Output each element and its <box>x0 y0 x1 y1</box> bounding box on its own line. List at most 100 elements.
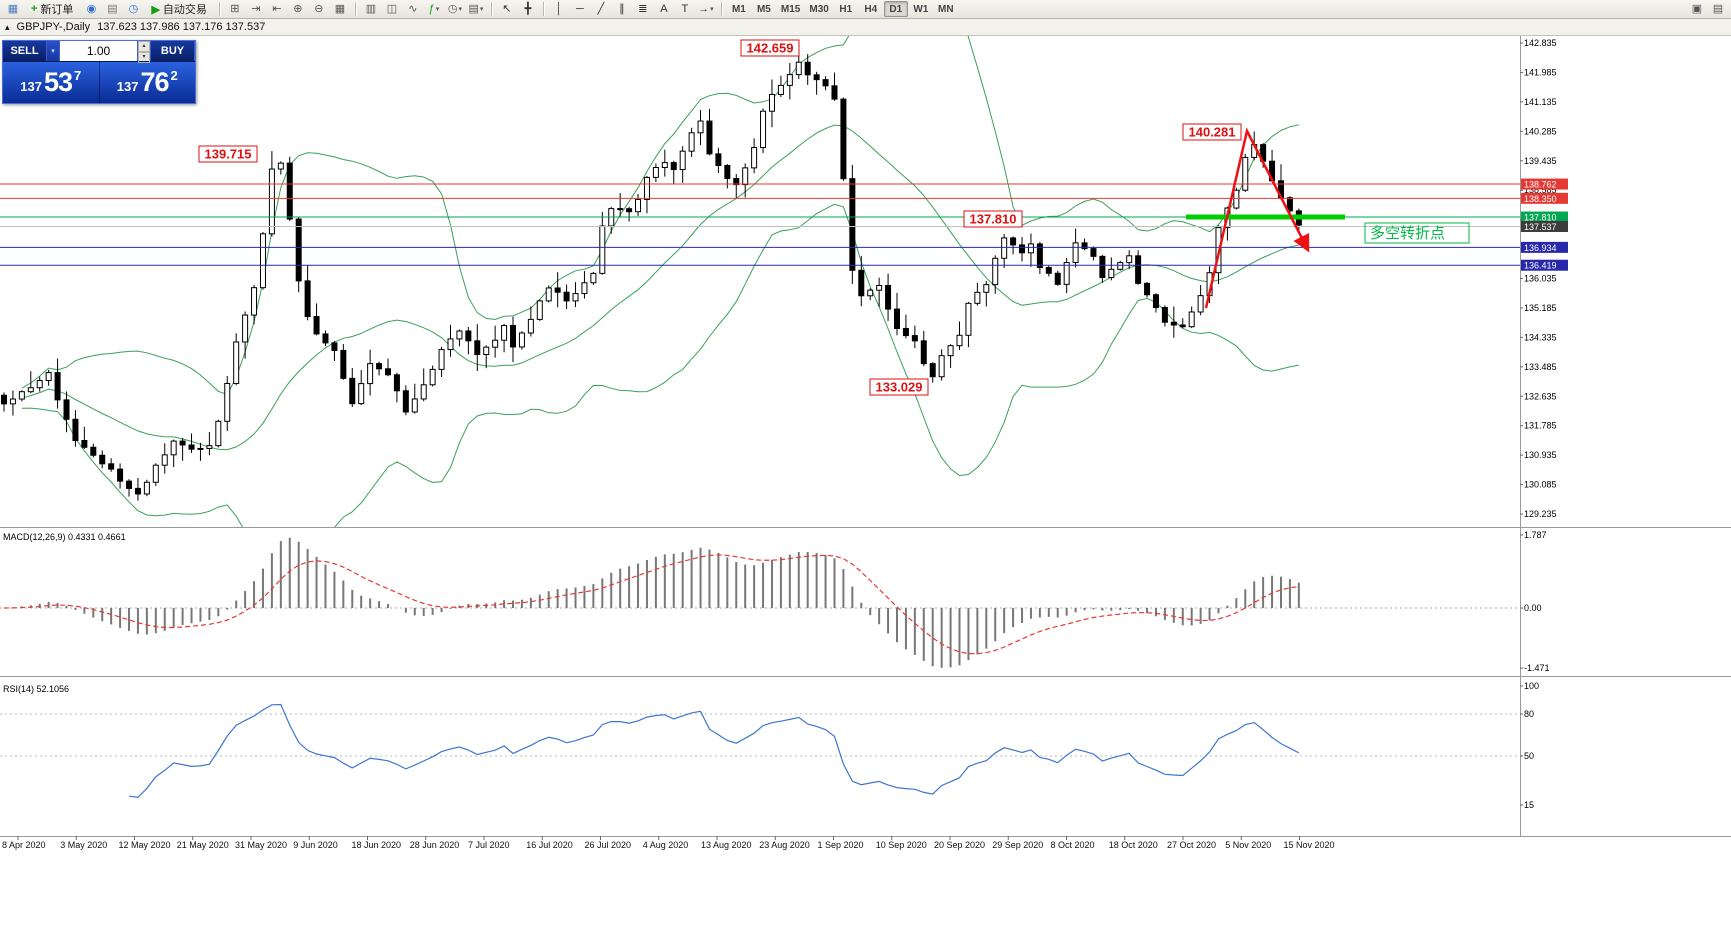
bars-chart-icon[interactable]: ▥ <box>365 2 377 15</box>
svg-text:142.659: 142.659 <box>747 41 794 56</box>
volume-input[interactable] <box>60 41 137 61</box>
community-icon[interactable]: ◉ <box>86 2 97 15</box>
price-divider <box>98 62 100 103</box>
periods-icon[interactable]: ◷ ▾ <box>447 2 462 15</box>
rsi-axis-label: 80 <box>1524 709 1534 719</box>
svg-text:140.281: 140.281 <box>1189 125 1236 140</box>
red-arrow-annotation[interactable] <box>1204 127 1310 309</box>
buy-button[interactable]: BUY <box>151 41 195 61</box>
date-axis-label: 29 Sep 2020 <box>992 840 1043 850</box>
cursor-icon[interactable]: ↖ <box>502 2 512 15</box>
autotrading-button[interactable]: ▶ 自动交易 <box>144 1 213 18</box>
price-axis-label: 140.285 <box>1524 126 1557 136</box>
price-tag: 136.934 <box>1521 241 1568 253</box>
price-axis-label: 130.085 <box>1524 480 1557 490</box>
chart-tab-icon: ▴ <box>5 21 10 32</box>
price-axis-label: 134.335 <box>1524 332 1557 342</box>
toolbar-separator <box>542 2 544 16</box>
new-window-icon[interactable]: ⊞ <box>230 2 240 15</box>
line-chart-icon[interactable]: ∿ <box>408 2 418 15</box>
sell-price[interactable]: 137 53 7 <box>3 62 99 103</box>
price-axis-label: 129.235 <box>1524 509 1557 519</box>
timeframe-w1[interactable]: W1 <box>913 4 929 15</box>
timeframe-m5[interactable]: M5 <box>756 4 771 15</box>
new-order-button-icon: + <box>31 3 38 15</box>
indicators-icon[interactable]: ƒ ▾ <box>428 2 440 15</box>
templates-icon[interactable]: ▤ ▾ <box>468 2 484 15</box>
timeframe-h1[interactable]: H1 <box>839 4 853 15</box>
autotrading-button-label: 自动交易 <box>162 4 207 16</box>
macd-layer <box>0 537 1520 668</box>
fibonacci-icon[interactable]: ≣ <box>638 2 648 15</box>
buy-price-pip: 2 <box>170 68 178 83</box>
svg-text:133.029: 133.029 <box>876 380 923 395</box>
text-icon[interactable]: A <box>660 2 668 15</box>
turning-point-note: 多空转折点 <box>1364 222 1470 244</box>
date-axis-label: 21 May 2020 <box>177 840 229 850</box>
toolbar-separator <box>218 2 220 16</box>
chart-shift-icon[interactable]: ⇤ <box>272 2 282 15</box>
new-order-button[interactable]: + 新订单 <box>24 1 80 18</box>
volume-up-icon[interactable]: ▴ <box>138 41 150 52</box>
tile-windows-icon[interactable]: ▦ <box>334 2 346 15</box>
sell-button[interactable]: SELL <box>3 41 47 61</box>
macd-indicator-title: MACD(12,26,9) 0.4331 0.4661 <box>3 532 126 542</box>
text-label-icon[interactable]: T <box>681 2 689 15</box>
zoom-in-icon[interactable]: ⊕ <box>293 2 303 15</box>
sell-dropdown-icon[interactable]: ▾ <box>47 41 60 61</box>
horizontal-line-icon[interactable]: ─ <box>576 2 584 15</box>
price-axis-label: 136.035 <box>1524 274 1557 284</box>
vertical-line-icon[interactable]: │ <box>555 2 563 15</box>
autoscroll-icon[interactable]: ⇥ <box>251 2 261 15</box>
svg-text:多空转折点: 多空转折点 <box>1370 225 1445 242</box>
price-axis-label: 133.485 <box>1524 362 1557 372</box>
svg-text:137.810: 137.810 <box>970 212 1017 227</box>
print-icon[interactable]: ▤ <box>107 2 118 15</box>
date-axis-label: 20 Sep 2020 <box>934 840 985 850</box>
date-axis-label: 8 Oct 2020 <box>1051 840 1095 850</box>
buy-price[interactable]: 137 76 2 <box>100 62 196 103</box>
chart-titlebar: ▴ GBPJPY-,Daily 137.623 137.986 137.176 … <box>0 19 1731 36</box>
date-axis-label: 3 May 2020 <box>60 840 107 850</box>
date-axis-label: 4 Aug 2020 <box>643 840 689 850</box>
candles-layer <box>1 49 1302 501</box>
main-toolbar: ▦ + 新订单 ◉ ▤ ◷ ▶ 自动交易 ⊞ ⇥ ⇤ ⊕ ⊖ ▦ ▥ ◫ ∿ ƒ ▾ ◷ ▾ ▤ ▾ ↖ ╋ │ ─ ╱ ∥ ≣ A T → ▾ M… <box>0 0 1731 19</box>
dock-window-icon[interactable]: ▣ <box>1691 2 1703 15</box>
timeframe-d1[interactable]: D1 <box>883 1 908 17</box>
timeframe-m15[interactable]: M15 <box>780 4 801 15</box>
volume-stepper[interactable]: ▴ ▾ <box>138 41 151 63</box>
chart-canvas[interactable]: 142.659 139.715 140.281 137.810 133.029 多空转折点… <box>0 36 1731 852</box>
timeframe-m1[interactable]: M1 <box>731 4 746 15</box>
autotrading-button-icon: ▶ <box>151 3 160 16</box>
chart-area: 142.659 139.715 140.281 137.810 133.029 多空转折点… <box>0 36 1731 943</box>
price-axis-label: 138.585 <box>1524 185 1557 195</box>
price-callout: 142.659 <box>740 39 800 57</box>
chart-window-icon[interactable]: ▦ <box>7 2 19 15</box>
sell-price-prefix: 137 <box>20 78 42 94</box>
svg-text:137.537: 137.537 <box>1524 222 1557 232</box>
bollinger-bands <box>21 36 1299 527</box>
price-tag: 138.350 <box>1521 192 1568 204</box>
timeframe-h4[interactable]: H4 <box>864 4 878 15</box>
macd-axis-label: 0.00 <box>1524 603 1542 613</box>
trendline-icon[interactable]: ╱ <box>597 2 605 15</box>
rsi-axis-label: 100 <box>1524 681 1539 691</box>
equidistant-channel-icon[interactable]: ∥ <box>619 2 625 15</box>
crosshair-icon[interactable]: ╋ <box>524 2 532 15</box>
date-axis-label: 15 Nov 2020 <box>1284 840 1335 850</box>
one-click-trading-panel: SELL ▾ ▴ ▾ BUY 137 53 7 137 76 2 <box>2 40 196 104</box>
chevron-down-icon: ▾ <box>435 5 440 13</box>
zoom-out-icon[interactable]: ⊖ <box>314 2 324 15</box>
volume-down-icon[interactable]: ▾ <box>138 52 150 63</box>
horizontal-lines <box>0 183 1520 266</box>
arrows-icon[interactable]: → ▾ <box>698 2 714 15</box>
candlestick-chart-icon[interactable]: ◫ <box>386 2 398 15</box>
sell-price-main: 53 <box>43 67 73 97</box>
clock-icon[interactable]: ◷ <box>128 2 139 15</box>
timeframe-mn[interactable]: MN <box>938 4 954 15</box>
date-axis-label: 31 May 2020 <box>235 840 287 850</box>
window-list-icon[interactable]: ▤ <box>1712 2 1724 15</box>
date-axis-label: 18 Jun 2020 <box>352 840 402 850</box>
timeframe-m30[interactable]: M30 <box>809 4 829 15</box>
svg-text:136.934: 136.934 <box>1524 243 1557 253</box>
